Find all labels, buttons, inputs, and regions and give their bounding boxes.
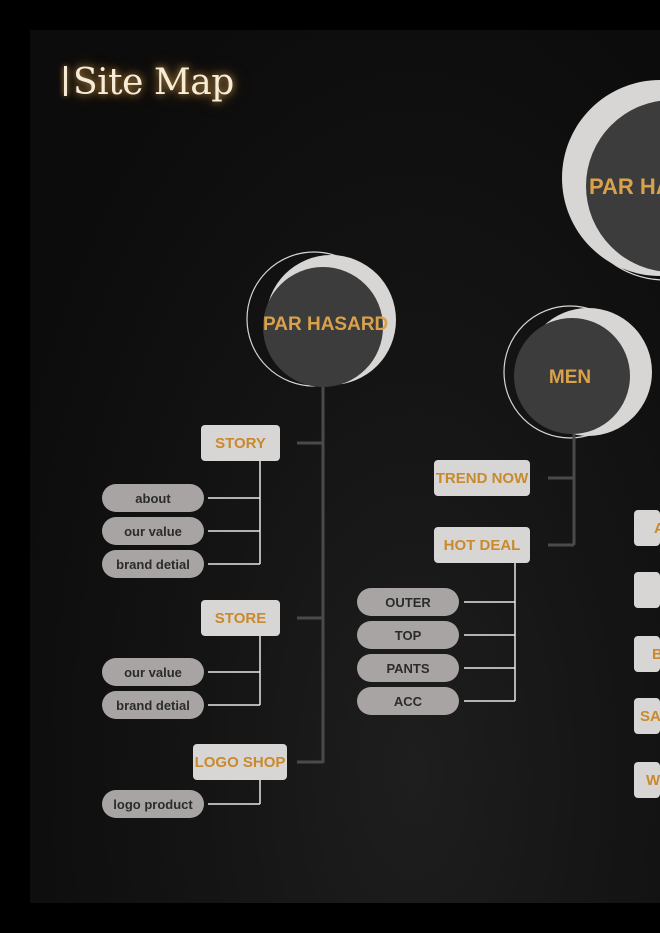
leaf-brand-detial[interactable]: brand detial (102, 550, 204, 578)
sub-connectors (208, 461, 516, 805)
leaf-about[interactable]: about (102, 484, 204, 512)
men-trunk (548, 434, 576, 547)
circle-label-men[interactable]: MEN (548, 367, 592, 388)
circle-label-par-hasard[interactable]: PAR HASARD (263, 314, 389, 335)
leaf-logo-product[interactable]: logo product (102, 790, 204, 818)
node-hot-deal[interactable]: HOT DEAL (434, 527, 530, 563)
node-edge-4[interactable]: SA (634, 698, 660, 734)
page-title: Site Map (64, 62, 234, 103)
circle-node-top-right (562, 80, 660, 281)
title-bar (64, 66, 67, 96)
circle-body (586, 100, 660, 272)
circle-node-men (503, 305, 652, 439)
leaf-brand-detial[interactable]: brand detial (102, 691, 204, 719)
leaf-top[interactable]: TOP (357, 621, 459, 649)
node-store[interactable]: STORE (201, 600, 280, 636)
leaf-pants[interactable]: PANTS (357, 654, 459, 682)
node-edge-3[interactable]: B (634, 636, 660, 672)
circle-ring (574, 99, 660, 281)
leaf-acc[interactable]: ACC (357, 687, 459, 715)
node-edge-2[interactable] (634, 572, 660, 608)
circle-ring (503, 305, 637, 439)
node-story[interactable]: STORY (201, 425, 280, 461)
leaf-outer[interactable]: OUTER (357, 588, 459, 616)
circle-body (514, 318, 630, 434)
circle-label-top-right[interactable]: PAR HASARD (589, 174, 660, 199)
node-logo-shop[interactable]: LOGO SHOP (193, 744, 287, 780)
par-hasard-trunk (297, 387, 325, 764)
page-title-text: Site Map (73, 62, 234, 103)
node-edge-5[interactable]: W (634, 762, 660, 798)
circle-body (263, 267, 383, 387)
sitemap-panel (30, 30, 660, 903)
node-trend-now[interactable]: TREND NOW (434, 460, 530, 496)
node-edge-1[interactable]: A (634, 510, 660, 546)
circle-node-par-hasard (246, 251, 396, 387)
leaf-our-value[interactable]: our value (102, 658, 204, 686)
leaf-our-value[interactable]: our value (102, 517, 204, 545)
